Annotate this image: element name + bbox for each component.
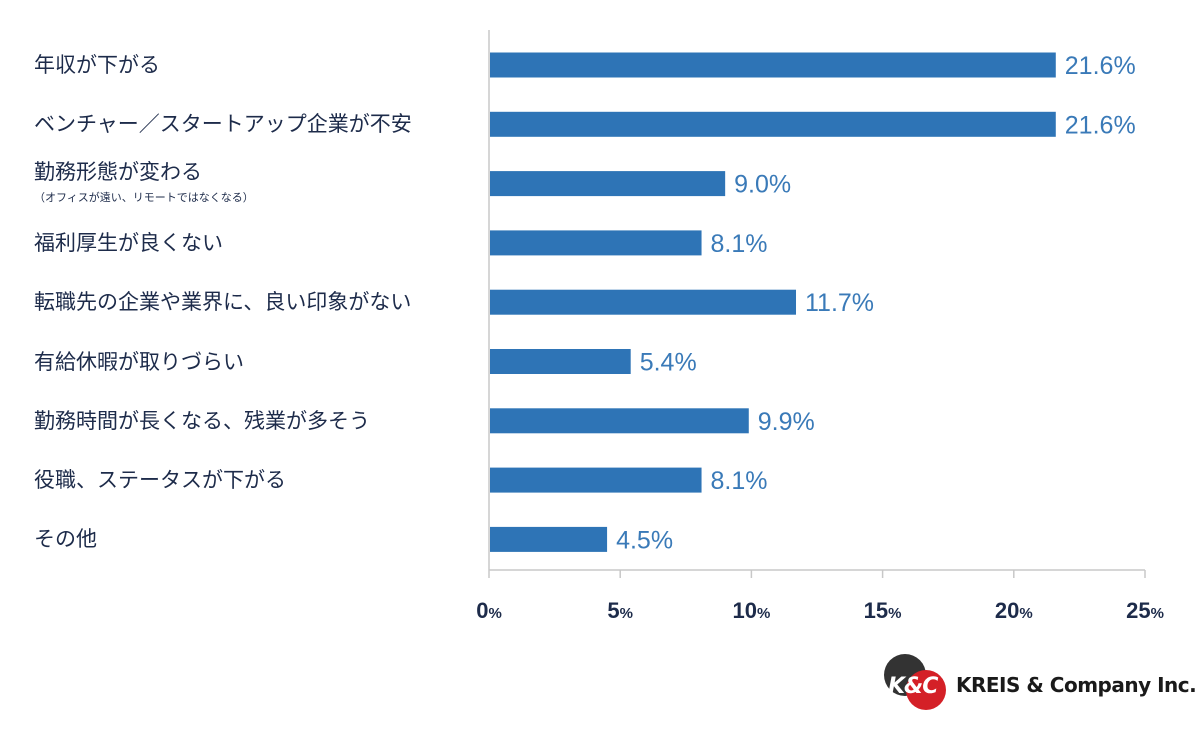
- category-label-6: 有給休暇が取りづらい: [34, 349, 244, 374]
- category-label-8: 役職、ステータスが下がる: [34, 468, 286, 493]
- bar-6: [490, 349, 631, 374]
- value-label-3: 9.0%: [734, 171, 791, 199]
- value-label-2: 21.6%: [1065, 111, 1136, 139]
- category-note-3: （オフィスが遠い、リモートではなくなる）: [34, 190, 254, 204]
- x-tick-label-20: 20%: [995, 598, 1033, 623]
- value-label-5: 11.7%: [805, 289, 874, 317]
- x-tick-label-25: 25%: [1126, 598, 1164, 623]
- bar-9: [490, 526, 608, 552]
- bar-3: [490, 171, 726, 197]
- category-label-7: 勤務時間が長くなる、残業が多そう: [34, 408, 370, 433]
- value-label-1: 21.6%: [1065, 52, 1136, 80]
- value-label-4: 8.1%: [711, 230, 768, 258]
- company-logo: K&C KREIS & Company Inc.: [884, 654, 1197, 710]
- x-tick-label-15: 15%: [864, 598, 902, 623]
- logo-text: KREIS & Company Inc.: [956, 673, 1197, 697]
- category-label-9: その他: [34, 527, 97, 552]
- category-label-3: 勤務形態が変わる: [34, 159, 202, 184]
- bar-1: [490, 52, 1056, 78]
- x-tick-label-10: 10%: [732, 598, 770, 623]
- value-label-9: 4.5%: [616, 526, 673, 554]
- value-label-6: 5.4%: [640, 349, 697, 377]
- logo-circle-red: [906, 670, 946, 710]
- category-label-2: ベンチャー／スタートアップ企業が不安: [34, 112, 412, 137]
- category-label-4: 福利厚生が良くない: [34, 230, 223, 255]
- category-label-1: 年収が下がる: [34, 53, 160, 77]
- bar-8: [490, 467, 702, 493]
- bar-2: [490, 111, 1056, 137]
- value-label-8: 8.1%: [711, 467, 768, 495]
- logo-mark: K&C: [888, 674, 938, 699]
- bar-7: [490, 408, 749, 434]
- category-label-5: 転職先の企業や業界に、良い印象がない: [34, 290, 412, 315]
- x-tick-label-0: 0%: [476, 598, 502, 623]
- bar-4: [490, 230, 702, 256]
- value-label-7: 9.9%: [758, 408, 815, 436]
- bar-5: [490, 289, 797, 315]
- x-tick-label-5: 5%: [607, 598, 633, 623]
